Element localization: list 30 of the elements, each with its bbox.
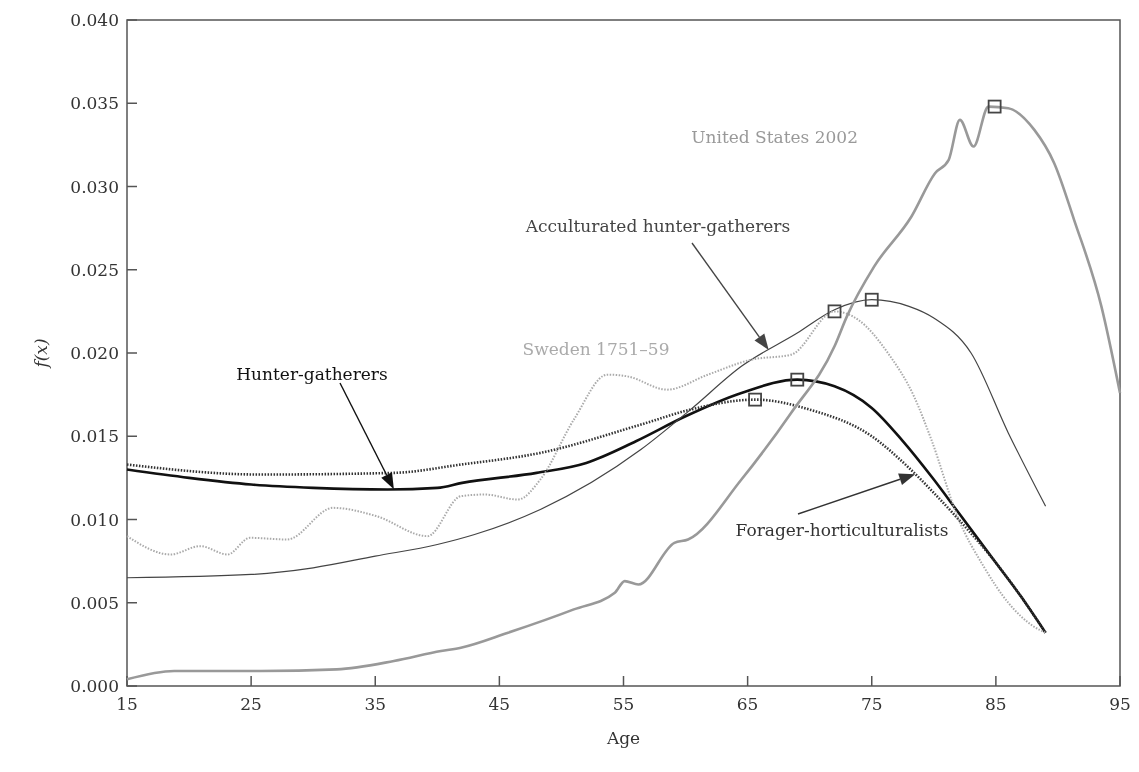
y-tick-label: 0.035 <box>70 93 119 114</box>
y-tick-label: 0.040 <box>70 10 119 30</box>
x-tick-label: 35 <box>364 694 387 714</box>
series-label: Forager-horticulturalists <box>735 520 949 540</box>
y-tick-label: 0.020 <box>70 343 119 363</box>
x-tick-label: 25 <box>240 694 262 714</box>
x-tick-label: 75 <box>860 694 883 714</box>
text: Hunter-gatherers <box>236 364 388 384</box>
y-tick-label: 0.015 <box>70 426 119 447</box>
series-label: Sweden 1751–59 <box>522 339 670 359</box>
x-tick-label: 65 <box>736 694 759 714</box>
point <box>827 304 842 319</box>
point <box>987 99 1002 114</box>
point <box>864 292 879 307</box>
y-tick-label: 0.000 <box>70 676 119 696</box>
y-tick-label: 0.010 <box>70 509 119 530</box>
x-axis-title: Age <box>605 728 641 748</box>
text: Acculturated hunter-gatherers <box>524 216 791 236</box>
point <box>790 372 805 387</box>
x-tick-label: 15 <box>116 694 138 714</box>
x-tick-label: 85 <box>985 694 1007 714</box>
x-tick-label: 55 <box>612 694 635 714</box>
x-tick-label: 45 <box>488 694 511 714</box>
text: United States 2002 <box>691 127 858 147</box>
y-tick-label: 0.005 <box>70 592 119 613</box>
point <box>748 392 762 407</box>
y-tick-label: 0.025 <box>70 259 119 280</box>
y-tick-label: 0.030 <box>70 176 119 197</box>
x-tick-label: 95 <box>1109 694 1131 714</box>
y-axis-title: f(x) <box>31 338 51 370</box>
